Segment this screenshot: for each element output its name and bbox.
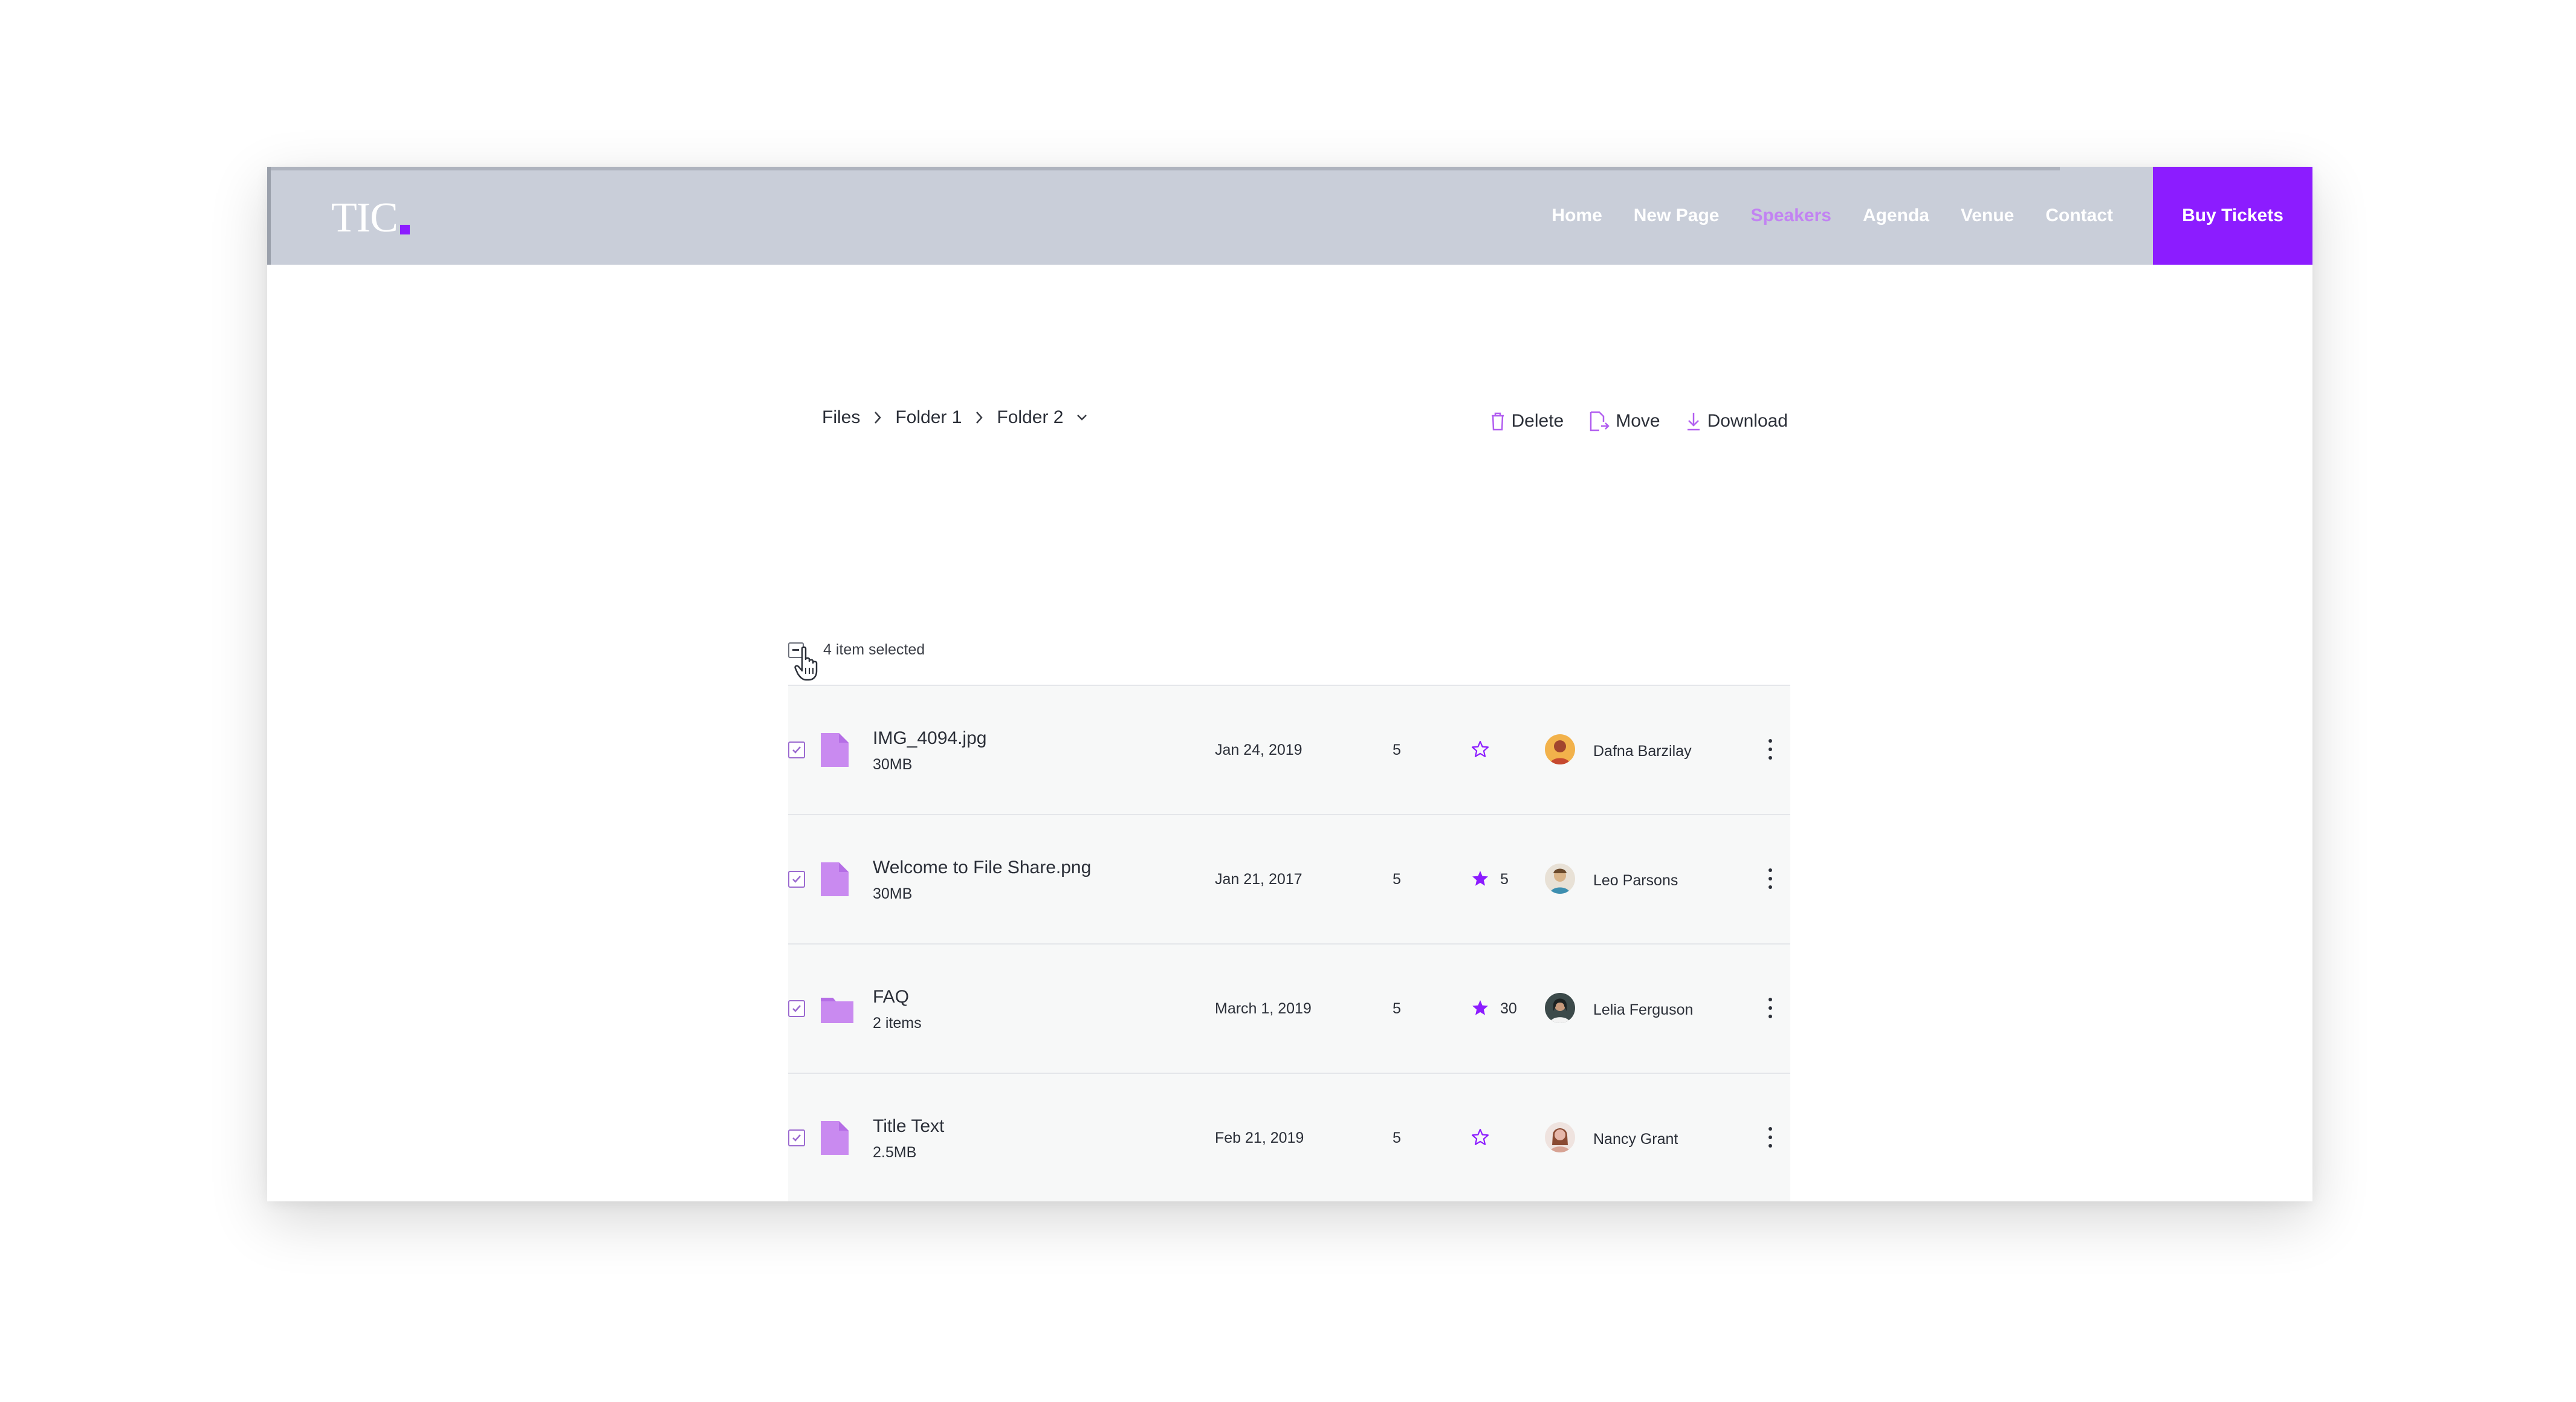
file-count: 5 xyxy=(1393,1129,1401,1146)
file-icon xyxy=(821,862,849,896)
chevron-right-icon xyxy=(975,411,983,424)
browser-window: TIC Home New Page Speakers Agenda Venue … xyxy=(267,167,2312,1201)
owner-name: Leo Parsons xyxy=(1593,872,1678,889)
owner-name: Dafna Barzilay xyxy=(1593,743,1692,760)
nav-contact[interactable]: Contact xyxy=(2045,205,2113,225)
file-size: 2.5MB xyxy=(873,1144,917,1161)
breadcrumb-files[interactable]: Files xyxy=(822,407,861,427)
selection-count: 4 item selected xyxy=(823,641,925,658)
file-icon xyxy=(821,733,849,767)
delete-button[interactable]: Delete xyxy=(1490,411,1564,431)
file-row[interactable]: FAQ 2 items March 1, 2019 5 30 Lelia Fer… xyxy=(788,945,1790,1074)
file-date: March 1, 2019 xyxy=(1215,1000,1312,1017)
file-row[interactable]: IMG_4094.jpg 30MB Jan 24, 2019 5 Dafna B… xyxy=(788,686,1790,815)
more-vertical-icon[interactable] xyxy=(1767,998,1773,1019)
nav-new-page[interactable]: New Page xyxy=(1633,205,1720,225)
avatar xyxy=(1545,993,1575,1023)
move-label: Move xyxy=(1616,411,1660,431)
trash-icon xyxy=(1491,412,1504,431)
logo[interactable]: TIC xyxy=(331,191,410,239)
file-name[interactable]: Welcome to File Share.png xyxy=(873,858,1092,877)
nav-speakers[interactable]: Speakers xyxy=(1750,205,1831,225)
checkmark-icon xyxy=(792,876,801,883)
row-checkbox[interactable] xyxy=(788,871,805,888)
row-checkbox[interactable] xyxy=(788,1000,805,1017)
file-icon xyxy=(821,1121,849,1155)
breadcrumb-folder-2[interactable]: Folder 2 xyxy=(997,407,1064,427)
star-count: 5 xyxy=(1500,871,1509,888)
nav-agenda[interactable]: Agenda xyxy=(1862,205,1929,225)
download-icon xyxy=(1687,413,1700,431)
more-vertical-icon[interactable] xyxy=(1767,739,1773,761)
folder-name[interactable]: FAQ xyxy=(873,987,910,1007)
row-checkbox[interactable] xyxy=(788,1129,805,1146)
file-date: Jan 24, 2019 xyxy=(1215,741,1303,758)
avatar xyxy=(1545,864,1575,894)
star-filled-icon[interactable] xyxy=(1471,999,1489,1017)
row-checkbox[interactable] xyxy=(788,741,805,758)
file-date: Feb 21, 2019 xyxy=(1215,1129,1304,1146)
file-count: 5 xyxy=(1393,741,1401,758)
star-count: 30 xyxy=(1500,1000,1517,1017)
bulk-actions: Delete Move Download xyxy=(1490,403,1788,439)
star-filled-icon[interactable] xyxy=(1471,870,1489,888)
file-name[interactable]: Title Text xyxy=(873,1116,945,1136)
download-label: Download xyxy=(1707,411,1788,431)
chevron-right-icon xyxy=(873,411,882,424)
owner-name: Nancy Grant xyxy=(1593,1131,1678,1148)
nav-venue[interactable]: Venue xyxy=(1960,205,2015,225)
download-button[interactable]: Download xyxy=(1686,411,1788,431)
star-outline-icon[interactable] xyxy=(1471,740,1489,758)
checkmark-icon xyxy=(792,1005,801,1012)
star-outline-icon[interactable] xyxy=(1471,1128,1489,1146)
move-file-icon xyxy=(1590,411,1610,431)
file-size: 30MB xyxy=(873,756,913,773)
file-size: 30MB xyxy=(873,885,913,902)
avatar xyxy=(1545,734,1575,764)
file-list: IMG_4094.jpg 30MB Jan 24, 2019 5 Dafna B… xyxy=(788,685,1790,1201)
file-count: 5 xyxy=(1393,1000,1401,1017)
folder-item-count: 2 items xyxy=(873,1015,922,1032)
folder-icon xyxy=(821,998,853,1023)
more-vertical-icon[interactable] xyxy=(1767,1127,1773,1149)
main-nav: Home New Page Speakers Agenda Venue Cont… xyxy=(1552,167,2113,265)
nav-home[interactable]: Home xyxy=(1552,205,1602,225)
logo-dot xyxy=(400,225,410,234)
hand-cursor-icon xyxy=(794,646,818,681)
breadcrumb-folder-1[interactable]: Folder 1 xyxy=(895,407,962,427)
checkmark-icon xyxy=(792,1134,801,1142)
checkmark-icon xyxy=(792,746,801,754)
site-header: TIC Home New Page Speakers Agenda Venue … xyxy=(267,167,2312,265)
file-row[interactable]: Title Text 2.5MB Feb 21, 2019 5 Nancy Gr… xyxy=(788,1074,1790,1201)
more-vertical-icon[interactable] xyxy=(1767,868,1773,890)
file-row[interactable]: Welcome to File Share.png 30MB Jan 21, 2… xyxy=(788,815,1790,945)
chevron-down-icon[interactable] xyxy=(1076,414,1087,421)
breadcrumb: Files Folder 1 Folder 2 xyxy=(822,399,1087,436)
header-accent-line xyxy=(271,167,2060,170)
buy-tickets-button[interactable]: Buy Tickets xyxy=(2153,167,2312,265)
logo-text: TIC xyxy=(331,195,398,241)
file-name[interactable]: IMG_4094.jpg xyxy=(873,728,987,748)
move-button[interactable]: Move xyxy=(1589,411,1660,431)
owner-name: Lelia Ferguson xyxy=(1593,1001,1694,1018)
file-count: 5 xyxy=(1393,871,1401,888)
avatar xyxy=(1545,1122,1575,1152)
file-date: Jan 21, 2017 xyxy=(1215,871,1303,888)
delete-label: Delete xyxy=(1511,411,1564,431)
